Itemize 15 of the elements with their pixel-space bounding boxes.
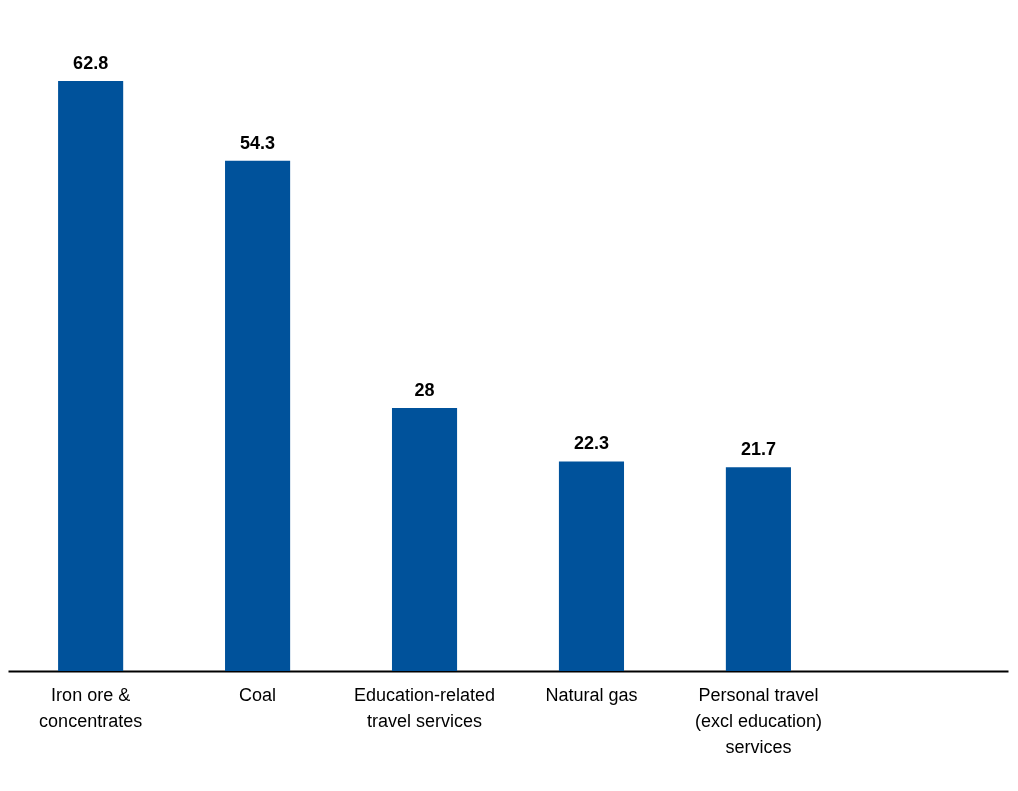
data-label: 28 [414, 379, 435, 400]
bar [725, 467, 791, 671]
x-tick-label: Natural gas [545, 685, 638, 705]
x-tick-label: Iron ore & concentrates [39, 685, 143, 731]
bar [58, 81, 124, 671]
x-tick-label: Coal [239, 685, 277, 705]
data-label: 62.8 [73, 53, 109, 73]
x-tick-label: Education-related travel services [353, 685, 496, 731]
data-label: 54.3 [240, 132, 276, 153]
data-label: 22.3 [573, 433, 609, 454]
bar [558, 461, 625, 671]
data-label: 21.7 [740, 439, 776, 460]
bar [225, 160, 291, 671]
x-tick-label: Personal travel (excl education) services [694, 685, 822, 757]
bar [391, 407, 458, 671]
